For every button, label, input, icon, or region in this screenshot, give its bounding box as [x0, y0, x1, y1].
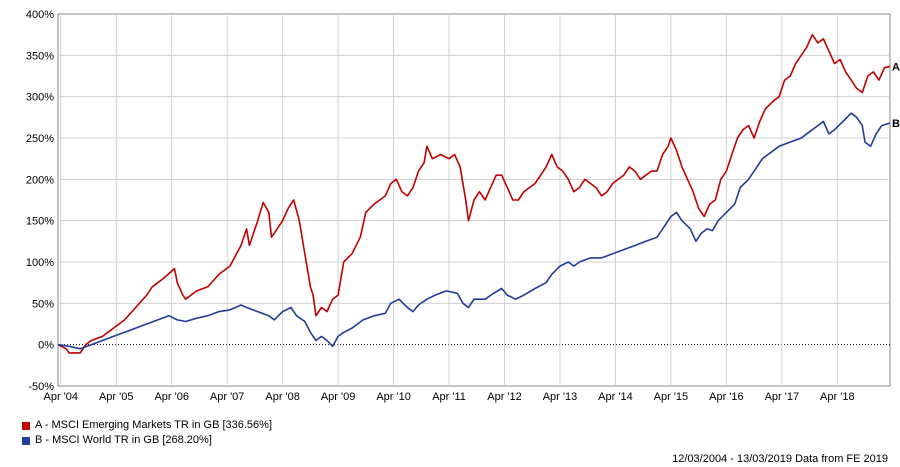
- chart-series: [57, 33, 891, 354]
- x-tick-label: Apr '04: [44, 391, 79, 403]
- x-tick-label: Apr '18: [820, 391, 855, 403]
- chart-footer: 12/03/2004 - 13/03/2019 Data from FE 201…: [672, 453, 888, 465]
- y-tick-label: 400%: [26, 9, 54, 21]
- x-tick-label: Apr '15: [654, 391, 689, 403]
- series-line-a: [57, 33, 891, 354]
- x-tick-label: Apr '12: [487, 391, 522, 403]
- x-tick-label: Apr '10: [376, 391, 411, 403]
- y-tick-label: 350%: [26, 50, 54, 62]
- line-chart: -50% 0% 50% 100% 150% 200% 250% 300% 350% 400% Apr…: [26, 9, 900, 403]
- chart-tick-labels: -50% 0% 50% 100% 150% 200% 250% 300% 350% 400% Apr…: [26, 9, 855, 403]
- x-tick-label: Apr '13: [543, 391, 578, 403]
- x-tick-label: Apr '09: [321, 391, 356, 403]
- legend-item-b: B - MSCI World TR in GB [268.20%]: [22, 433, 272, 448]
- x-tick-label: Apr '11: [432, 391, 466, 403]
- chart-legend: A - MSCI Emerging Markets TR in GB [336.…: [22, 418, 272, 448]
- y-tick-label: 100%: [26, 257, 54, 269]
- x-tick-label: Apr '17: [765, 391, 800, 403]
- y-tick-label: 250%: [26, 133, 54, 145]
- series-end-label-b: B: [892, 118, 900, 130]
- chart-gridlines: [57, 13, 891, 387]
- y-tick-label: -50%: [28, 381, 54, 393]
- x-tick-label: Apr '14: [598, 391, 633, 403]
- x-tick-label: Apr '05: [99, 391, 134, 403]
- series-line-b: [57, 112, 891, 350]
- legend-label-b: B - MSCI World TR in GB [268.20%]: [35, 434, 212, 446]
- legend-swatch-a: [22, 421, 30, 430]
- x-tick-label: Apr '07: [210, 391, 245, 403]
- y-tick-label: 150%: [26, 216, 54, 228]
- y-tick-label: 300%: [26, 92, 54, 104]
- x-tick-label: Apr '06: [154, 391, 189, 403]
- y-tick-label: 200%: [26, 174, 54, 186]
- y-tick-label: 0%: [38, 340, 54, 352]
- legend-item-a: A - MSCI Emerging Markets TR in GB [336.…: [22, 418, 272, 433]
- legend-swatch-b: [22, 436, 30, 445]
- chart-end-labels: AB: [892, 61, 900, 130]
- series-end-label-a: A: [892, 61, 900, 73]
- legend-label-a: A - MSCI Emerging Markets TR in GB [336.…: [35, 419, 272, 431]
- x-tick-label: Apr '08: [265, 391, 300, 403]
- plot-frame: [57, 13, 891, 387]
- x-tick-label: Apr '16: [709, 391, 744, 403]
- y-tick-label: 50%: [32, 298, 54, 310]
